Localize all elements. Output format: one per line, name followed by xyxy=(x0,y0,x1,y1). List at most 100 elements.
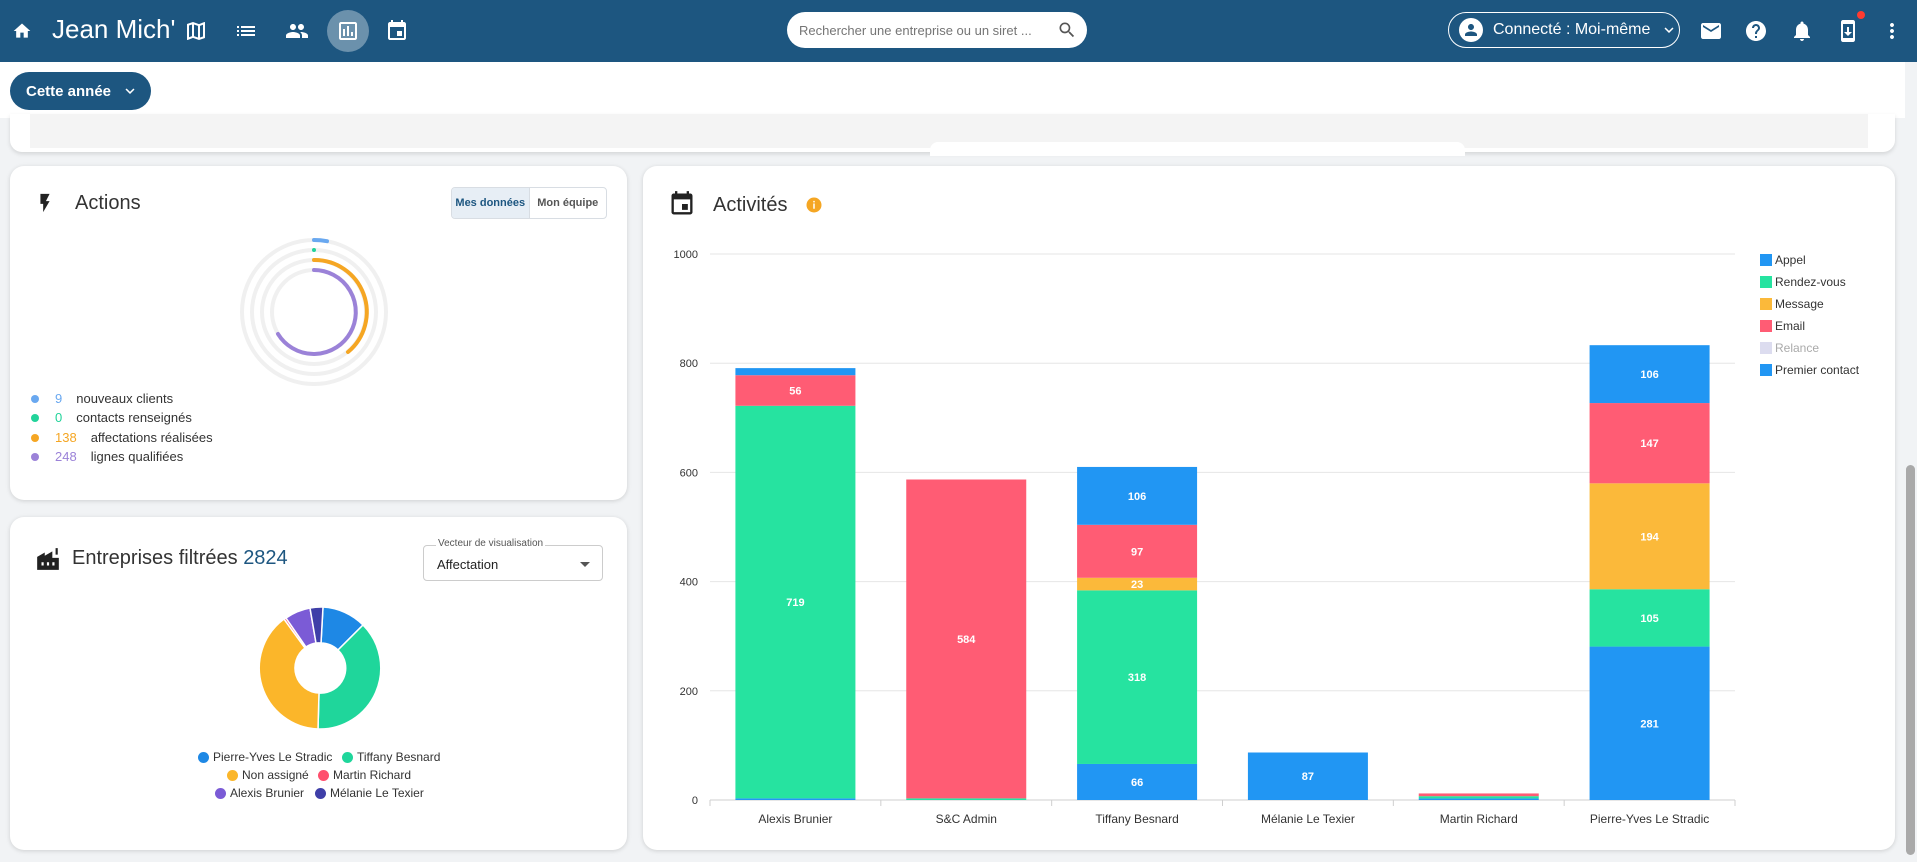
x-tick-label: Tiffany Besnard xyxy=(1095,812,1178,826)
legend-label: nouveaux clients xyxy=(76,391,174,406)
calendar-icon[interactable] xyxy=(377,11,417,51)
bar-segment xyxy=(1589,403,1710,484)
chart-legend-item[interactable]: Appel xyxy=(1760,253,1806,267)
y-tick-label: 800 xyxy=(680,358,698,370)
radial-ring-assignments xyxy=(312,257,369,354)
actions-title: Actions xyxy=(75,192,141,214)
chart-legend-item[interactable]: Email xyxy=(1760,319,1805,333)
home-icon[interactable] xyxy=(2,11,42,51)
legend-label: Pierre-Yves Le Stradic xyxy=(213,750,333,764)
chart-legend-item[interactable]: Message xyxy=(1760,297,1824,311)
donut-legend-item[interactable]: Mélanie Le Texier xyxy=(315,786,424,800)
app-title[interactable]: Jean Mich' xyxy=(52,14,176,44)
panel-tab xyxy=(930,142,1465,156)
bar-segment xyxy=(1077,590,1198,764)
y-tick-label: 0 xyxy=(692,795,698,807)
legend-dot xyxy=(198,751,209,763)
donut-legend-item[interactable]: Pierre-Yves Le Stradic xyxy=(198,750,332,764)
my-data-toggle[interactable]: Mes données xyxy=(452,188,530,218)
bar-value-label: 66 xyxy=(1131,777,1143,789)
search-bar xyxy=(787,12,1087,48)
donut-legend-item[interactable]: Non assigné xyxy=(227,768,309,782)
connected-label: Connecté : Moi-même xyxy=(1493,21,1651,38)
legend-label: Relance xyxy=(1775,341,1820,355)
bar-segment xyxy=(1418,798,1539,800)
notification-badge xyxy=(1857,11,1865,19)
download-phone-icon[interactable] xyxy=(1828,11,1868,51)
legend-label: Non assigné xyxy=(242,768,309,782)
select-value: Affectation xyxy=(437,557,499,572)
info-icon[interactable] xyxy=(805,196,823,214)
legend-dot xyxy=(227,769,238,781)
chevron-down-icon xyxy=(125,88,135,94)
companies-title-label: Entreprises filtrées xyxy=(72,547,238,569)
legend-value: 248 xyxy=(55,449,77,464)
map-icon[interactable] xyxy=(176,11,216,51)
visualisation-select[interactable]: Vecteur de visualisation Affectation xyxy=(423,538,603,581)
legend-dot xyxy=(315,787,326,799)
filter-bar xyxy=(0,62,1917,118)
legend-dot xyxy=(318,769,329,781)
legend-label: Martin Richard xyxy=(333,768,412,782)
legend-label: Email xyxy=(1775,319,1806,333)
year-filter-button[interactable]: Cette année xyxy=(10,72,151,110)
mail-icon[interactable] xyxy=(1691,11,1731,51)
bar-value-label: 318 xyxy=(1128,672,1146,684)
legend-swatch xyxy=(1760,342,1772,354)
more-vert-icon[interactable] xyxy=(1872,11,1912,51)
legend-swatch xyxy=(1760,298,1772,310)
donut-slice-melanie xyxy=(309,606,324,644)
help-icon[interactable] xyxy=(1736,11,1776,51)
search-icon[interactable] xyxy=(1057,20,1077,40)
radial-ring-qualified-lines xyxy=(276,268,358,356)
stats-icon[interactable] xyxy=(327,10,369,52)
donut-legend-item[interactable]: Tiffany Besnard xyxy=(342,750,440,764)
x-tick-label: S&C Admin xyxy=(936,812,997,826)
legend-label: affectations réalisées xyxy=(90,430,213,445)
bar-value-label: 281 xyxy=(1640,718,1658,730)
chart-legend-item[interactable]: Relance xyxy=(1760,341,1819,355)
legend-contacts: 0 contacts renseignés xyxy=(31,410,192,425)
bar-segment xyxy=(1077,763,1198,800)
bar-value-label: 56 xyxy=(789,386,801,398)
companies-donut-chart xyxy=(258,606,382,730)
bar-value-label: 147 xyxy=(1640,438,1658,450)
companies-title: Entreprises filtrées 2824 xyxy=(72,547,288,570)
bar-segment xyxy=(735,405,856,799)
legend-label: Tiffany Besnard xyxy=(357,750,441,764)
bar-value-label: 106 xyxy=(1128,491,1146,503)
activities-title: Activités xyxy=(713,194,788,216)
flash-icon xyxy=(40,193,50,213)
bar-value-label: 87 xyxy=(1302,771,1314,783)
actions-radial-chart xyxy=(240,238,388,386)
legend-qualified-lines: 248 lignes qualifiées xyxy=(31,449,183,464)
donut-legend-item[interactable]: Alexis Brunier xyxy=(215,786,304,800)
donut-legend-item[interactable]: Martin Richard xyxy=(318,768,411,782)
bar-segment xyxy=(735,368,856,376)
my-team-toggle[interactable]: Mon équipe xyxy=(537,197,599,209)
y-tick-label: 600 xyxy=(680,467,698,479)
bell-icon[interactable] xyxy=(1782,11,1822,51)
bar-value-label: 194 xyxy=(1640,531,1659,543)
people-icon[interactable] xyxy=(277,11,317,51)
actions-card xyxy=(10,166,627,500)
bar-segment xyxy=(1077,524,1198,578)
x-tick-label: Alexis Brunier xyxy=(758,812,832,826)
bar-value-label: 584 xyxy=(957,634,976,646)
top-navigation-bar: Jean Mich' Connecté : Moi-même xyxy=(0,0,1917,62)
bar-segment xyxy=(1589,589,1710,647)
search-input[interactable] xyxy=(799,22,1039,38)
bar-value-label: 105 xyxy=(1640,613,1658,625)
legend-swatch xyxy=(1760,276,1772,288)
legend-dot xyxy=(342,751,353,763)
list-icon[interactable] xyxy=(226,11,266,51)
legend-label: Appel xyxy=(1775,253,1806,267)
legend-value: 138 xyxy=(55,430,77,445)
chart-legend-item[interactable]: Rendez-vous xyxy=(1760,275,1846,289)
radial-ring-new-clients xyxy=(312,238,329,244)
connected-user-button[interactable]: Connecté : Moi-même xyxy=(1448,12,1680,48)
x-tick-label: Pierre-Yves Le Stradic xyxy=(1590,812,1709,826)
chart-legend-item[interactable]: Premier contact xyxy=(1760,363,1859,377)
legend-dot xyxy=(215,787,226,799)
scrollbar-thumb[interactable] xyxy=(1906,465,1915,855)
